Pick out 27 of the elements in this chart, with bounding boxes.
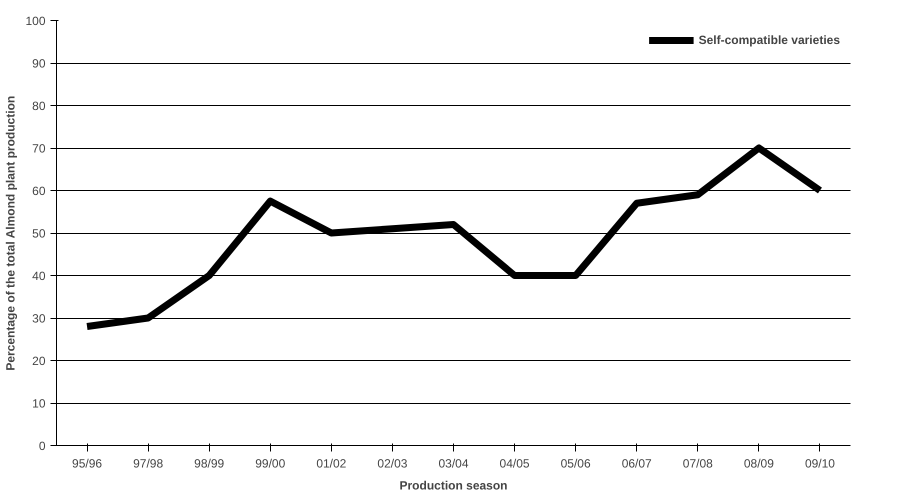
y-tick-label: 80 bbox=[32, 99, 46, 113]
x-tick-label: 02/03 bbox=[377, 456, 408, 470]
x-tick-label: 07/08 bbox=[682, 456, 714, 470]
x-tick-label: 09/10 bbox=[804, 456, 836, 470]
y-tick-label: 50 bbox=[32, 226, 46, 240]
x-tick-label: 04/05 bbox=[500, 456, 530, 470]
x-tick-label: 08/09 bbox=[744, 456, 774, 470]
x-tick-label: 97/98 bbox=[133, 456, 164, 470]
y-tick-label: 90 bbox=[32, 56, 46, 70]
x-tick-label: 06/07 bbox=[622, 456, 652, 470]
x-tick-label: 05/06 bbox=[560, 456, 591, 470]
x-tick-label: 98/99 bbox=[194, 456, 225, 470]
x-tick-label: 95/96 bbox=[72, 456, 102, 470]
y-tick-label: 30 bbox=[32, 312, 46, 326]
x-tick-label: 01/02 bbox=[316, 456, 347, 470]
y-axis-title: Percentage of the total Almond plant production bbox=[3, 96, 18, 371]
y-tick-label: 60 bbox=[32, 184, 46, 198]
y-tick-label: 70 bbox=[32, 142, 46, 156]
x-tick-label: 03/04 bbox=[438, 456, 469, 470]
y-tick-label: 40 bbox=[32, 269, 46, 283]
x-axis-title: Production season bbox=[399, 478, 508, 492]
y-tick-label: 100 bbox=[25, 14, 46, 28]
legend-label: Self-compatible varieties bbox=[698, 33, 840, 47]
x-tick-label: 99/00 bbox=[255, 456, 286, 470]
y-tick-label: 0 bbox=[38, 439, 46, 453]
y-tick-label: 20 bbox=[32, 354, 46, 368]
y-tick-label: 10 bbox=[32, 396, 46, 410]
